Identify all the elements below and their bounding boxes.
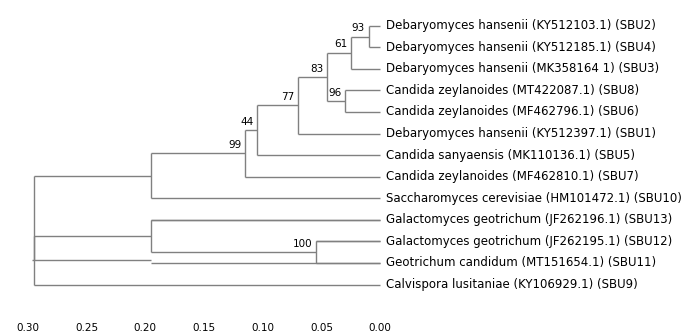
Text: 99: 99 xyxy=(228,140,242,150)
Text: 0.30: 0.30 xyxy=(16,323,39,333)
Text: 0.00: 0.00 xyxy=(369,323,392,333)
Text: Geotrichum candidum (MT151654.1) (SBU11): Geotrichum candidum (MT151654.1) (SBU11) xyxy=(386,257,656,269)
Text: Debaryomyces hansenii (KY512103.1) (SBU2): Debaryomyces hansenii (KY512103.1) (SBU2… xyxy=(386,19,656,32)
Text: 100: 100 xyxy=(292,239,312,249)
Text: 0.15: 0.15 xyxy=(193,323,216,333)
Text: Candida sanyaensis (MK110136.1) (SBU5): Candida sanyaensis (MK110136.1) (SBU5) xyxy=(386,149,635,161)
Text: 0.05: 0.05 xyxy=(310,323,333,333)
Text: 0.10: 0.10 xyxy=(251,323,275,333)
Text: Debaryomyces hansenii (MK358164 1) (SBU3): Debaryomyces hansenii (MK358164 1) (SBU3… xyxy=(386,62,659,75)
Text: 77: 77 xyxy=(281,92,294,102)
Text: Saccharomyces cerevisiae (HM101472.1) (SBU10): Saccharomyces cerevisiae (HM101472.1) (S… xyxy=(386,192,682,205)
Text: 61: 61 xyxy=(334,40,348,50)
Text: Galactomyces geotrichum (JF262195.1) (SBU12): Galactomyces geotrichum (JF262195.1) (SB… xyxy=(386,235,672,248)
Text: Candida zeylanoides (MF462796.1) (SBU6): Candida zeylanoides (MF462796.1) (SBU6) xyxy=(386,106,639,119)
Text: Candida zeylanoides (MF462810.1) (SBU7): Candida zeylanoides (MF462810.1) (SBU7) xyxy=(386,170,639,183)
Text: Calvispora lusitaniae (KY106929.1) (SBU9): Calvispora lusitaniae (KY106929.1) (SBU9… xyxy=(386,278,638,291)
Text: 93: 93 xyxy=(352,23,365,33)
Text: Debaryomyces hansenii (KY512397.1) (SBU1): Debaryomyces hansenii (KY512397.1) (SBU1… xyxy=(386,127,656,140)
Text: Candida zeylanoides (MT422087.1) (SBU8): Candida zeylanoides (MT422087.1) (SBU8) xyxy=(386,84,639,97)
Text: 96: 96 xyxy=(329,88,342,98)
Text: 83: 83 xyxy=(311,64,324,74)
Text: Debaryomyces hansenii (KY512185.1) (SBU4): Debaryomyces hansenii (KY512185.1) (SBU4… xyxy=(386,41,656,54)
Text: 0.20: 0.20 xyxy=(134,323,156,333)
Text: 44: 44 xyxy=(240,117,253,127)
Text: 0.25: 0.25 xyxy=(75,323,98,333)
Text: Galactomyces geotrichum (JF262196.1) (SBU13): Galactomyces geotrichum (JF262196.1) (SB… xyxy=(386,213,672,226)
